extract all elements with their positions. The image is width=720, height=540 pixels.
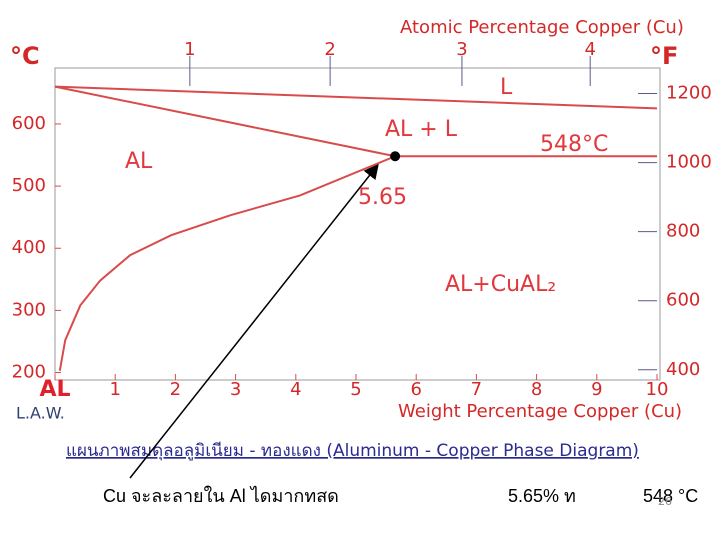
y2-tick-label: 1000: [666, 152, 712, 173]
eutectic-point: [390, 151, 401, 162]
x-tick-label: 9: [591, 379, 602, 400]
x2-tick-label: 2: [324, 39, 335, 60]
x-tick-label: 8: [531, 379, 542, 400]
y-axis-label: °C: [10, 42, 40, 70]
annotation: AL+CuAL₂: [445, 272, 556, 297]
arrow: [129, 163, 379, 479]
top-axis-label: Atomic Percentage Copper (Cu): [400, 17, 684, 38]
x-tick-label: 3: [230, 379, 241, 400]
x-tick-label: 5: [350, 379, 361, 400]
y2-tick-label: 1200: [666, 83, 712, 104]
y2-tick-label: 600: [666, 290, 700, 311]
x-tick-label: 4: [290, 379, 301, 400]
x2-tick-label: 1: [184, 39, 195, 60]
x-tick-label: 1: [109, 379, 120, 400]
y-tick-label: 600: [12, 113, 46, 134]
x-axis-label: Weight Percentage Copper (Cu): [398, 401, 682, 422]
x-tick-label: AL: [39, 377, 70, 402]
y-tick-label: 500: [12, 175, 46, 196]
y-tick-label: 400: [12, 237, 46, 258]
x-tick-label: 6: [410, 379, 421, 400]
phase-line: [58, 155, 396, 371]
annotation: 5.65: [358, 185, 407, 210]
y-tick-label: 200: [12, 362, 46, 383]
y-tick-label: 300: [12, 299, 46, 320]
x-tick-label: 7: [471, 379, 482, 400]
x2-tick-label: 4: [584, 39, 595, 60]
page-number: 26: [658, 495, 672, 508]
y2-tick-label: 800: [666, 221, 700, 242]
caption: แผนภาพสมดุลอลูมิเนียม - ทองแดง (Aluminum…: [66, 441, 639, 461]
y2-tick-label: 400: [666, 359, 700, 380]
x-tick-label: 2: [170, 379, 181, 400]
x-tick-label: 10: [646, 379, 669, 400]
plot-frame: [54, 67, 661, 381]
footer-text: 5.65% ท: [508, 486, 576, 506]
annotation: 548°C: [540, 132, 608, 157]
footer-text: Cu จะละลายใน Al ไดมากทสด: [103, 485, 339, 506]
annotation: AL + L: [385, 117, 458, 142]
annotation: L: [500, 75, 513, 100]
credit: L.A.W.: [16, 404, 65, 423]
phase-line: [54, 85, 658, 110]
phase-line: [54, 85, 396, 158]
annotation: AL: [125, 149, 153, 174]
y2-axis-label: °F: [650, 42, 678, 70]
x2-tick-label: 3: [456, 39, 467, 60]
footer-text: 548 °C: [643, 486, 698, 506]
